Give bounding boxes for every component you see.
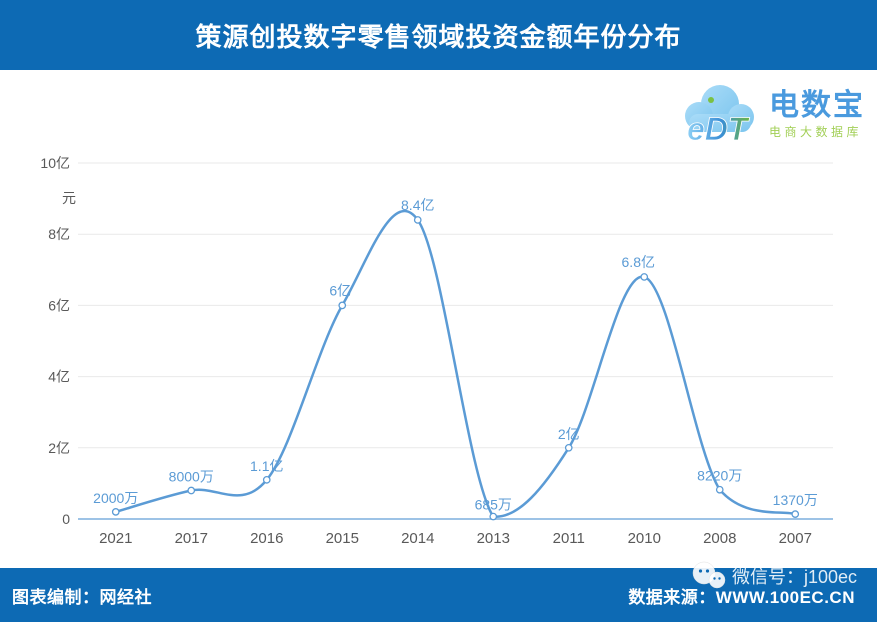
logo-text: 电数宝 电商大数据库 [769, 88, 865, 139]
x-axis-tick-label: 2015 [326, 530, 359, 547]
y-axis-unit-label: 元 [62, 190, 76, 206]
data-line [114, 210, 797, 518]
y-axis-tick-label: 2亿 [48, 440, 70, 456]
data-point-label: 685万 [475, 497, 512, 513]
data-point [564, 443, 573, 452]
data-point [715, 485, 724, 494]
x-axis-tick-label: 2008 [703, 530, 736, 547]
logo-name: 电数宝 [769, 88, 865, 122]
x-axis-tick-label: 2011 [553, 530, 585, 547]
chart-area: 10亿 8亿 6亿 4亿 2亿 0 2021 2017 2016 2015 2014 2013 2011… [0, 70, 877, 570]
data-point [640, 273, 649, 281]
data-point-label: 2000万 [93, 490, 138, 506]
title-bar: 策源创投数字零售领域投资金额年份分布 [0, 0, 877, 70]
data-point [338, 301, 347, 310]
x-axis-tick-label: 2013 [477, 530, 510, 547]
y-axis-tick-label: 0 [62, 511, 70, 527]
data-point-label: 1370万 [773, 492, 818, 508]
x-axis-tick-label: 2010 [628, 530, 661, 547]
edt-cloud-icon: eDT [685, 85, 754, 147]
data-point [111, 508, 120, 516]
data-point [791, 510, 800, 518]
edt-logo: eDT 电数宝 电商大数据库 [675, 76, 867, 152]
logo-subtitle: 电商大数据库 [769, 124, 863, 139]
x-axis-tick-label: 2017 [175, 530, 208, 547]
y-axis-tick-label: 10亿 [40, 155, 70, 171]
data-point-label: 8.4亿 [401, 197, 434, 213]
data-point [262, 475, 271, 484]
data-point-label: 8220万 [697, 468, 742, 484]
data-point-label: 2亿 [558, 426, 580, 442]
data-point-label: 1.1亿 [250, 458, 283, 474]
data-point-label: 8000万 [169, 469, 214, 485]
data-point-label: 6.8亿 [622, 254, 655, 270]
x-axis-tick-label: 2007 [779, 530, 812, 547]
data-point [187, 486, 196, 495]
y-axis-tick-label: 8亿 [48, 226, 70, 242]
x-axis-tick-label: 2021 [99, 530, 132, 547]
data-point [489, 512, 498, 521]
page-title: 策源创投数字零售领域投资金额年份分布 [195, 21, 682, 52]
line-chart: 10亿 8亿 6亿 4亿 2亿 0 2021 2017 2016 2015 2014 2013 2011… [40, 155, 833, 547]
footer-bar: 图表编制：网经社 数据来源：WWW.100EC.CN [0, 568, 877, 622]
data-point [413, 216, 422, 224]
x-axis-tick-label: 2016 [250, 530, 283, 547]
y-axis-tick-label: 6亿 [48, 297, 70, 313]
y-axis-tick-label: 4亿 [48, 369, 70, 385]
data-source-text: 数据来源：WWW.100EC.CN [628, 587, 855, 607]
svg-text:eDT: eDT [687, 111, 750, 147]
x-axis-tick-label: 2014 [401, 530, 434, 547]
data-point-label: 6亿 [329, 282, 351, 298]
chart-credit-text: 图表编制：网经社 [12, 587, 152, 607]
